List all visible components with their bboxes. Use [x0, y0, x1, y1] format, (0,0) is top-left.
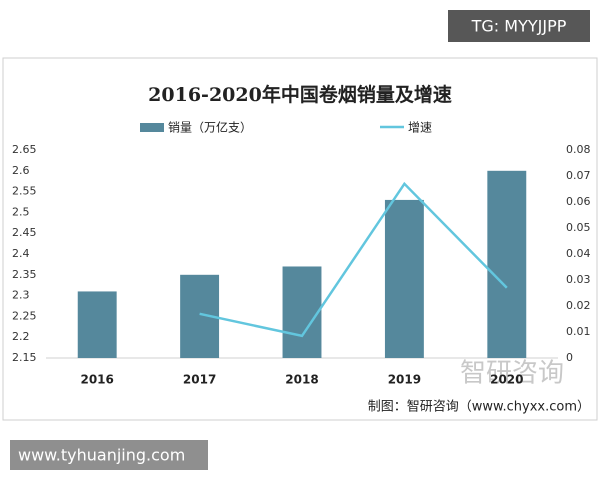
- credit: 制图：智研咨询（www.chyxx.com）: [368, 400, 590, 415]
- chart-title: 2016-2020年中国卷烟销量及增速: [148, 83, 452, 106]
- y-tick-label: 2.45: [12, 226, 37, 239]
- x-tick-label: 2020: [490, 373, 523, 387]
- bar: [77, 291, 117, 358]
- site-box: [10, 440, 208, 470]
- x-tick-label: 2017: [183, 373, 216, 387]
- tag: TG: MYYJJPP: [471, 17, 567, 36]
- line: [199, 181, 508, 338]
- y2-tick-label: 0.05: [566, 221, 591, 234]
- y-tick-label: 2.25: [12, 309, 37, 322]
- y-tick-label: 2.5: [12, 205, 30, 218]
- x-tick-label: 2019: [388, 373, 421, 387]
- y2-tick-label: 0.02: [566, 299, 591, 312]
- y2-tick-label: 0.04: [566, 247, 591, 260]
- y-tick-label: 2.55: [12, 185, 37, 198]
- y-tick-label: 2.2: [12, 330, 30, 343]
- x-tick-label: 2016: [80, 373, 113, 387]
- y2-tick-label: 0.07: [566, 169, 591, 182]
- x-tick-label: 2018: [285, 373, 318, 387]
- y-tick-label: 2.65: [12, 143, 37, 156]
- watermark: 智研咨询: [460, 359, 564, 389]
- tag-box: [448, 10, 590, 42]
- bar: [384, 199, 424, 358]
- y-tick-label: 2.6: [12, 164, 30, 177]
- site: www.tyhuanjing.com: [18, 446, 185, 465]
- legend-swatch: [140, 123, 164, 132]
- y-tick-label: 2.4: [12, 247, 30, 260]
- y2-tick-label: 0.08: [566, 143, 591, 156]
- bar: [282, 266, 322, 358]
- y-tick-label: 2.35: [12, 268, 37, 281]
- legend-label: 销量（万亿支）: [168, 120, 252, 135]
- bar: [487, 170, 527, 358]
- y-tick-label: 2.3: [12, 289, 30, 302]
- y2-tick-label: 0: [566, 351, 573, 364]
- legend-label: 增速: [408, 121, 432, 135]
- y-tick-label: 2.15: [12, 351, 37, 364]
- y2-tick-label: 0.06: [566, 195, 591, 208]
- y2-tick-label: 0.01: [566, 325, 591, 338]
- y2-tick-label: 0.03: [566, 273, 591, 286]
